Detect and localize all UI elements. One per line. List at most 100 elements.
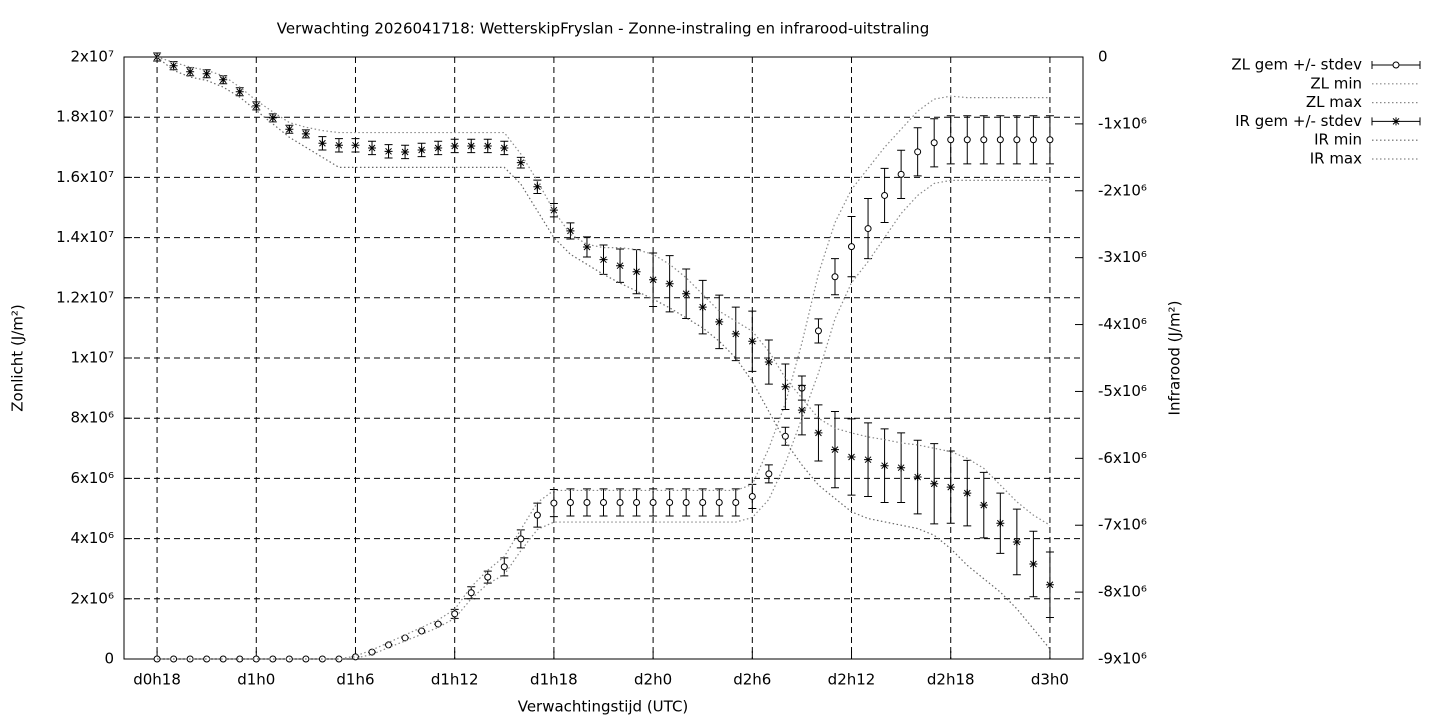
marker — [1045, 580, 1054, 589]
marker — [848, 243, 856, 251]
marker — [764, 358, 773, 367]
marker — [252, 101, 261, 110]
legend-label: ZL max — [1306, 93, 1362, 111]
legend-label: ZL min — [1310, 74, 1362, 92]
marker — [649, 275, 658, 284]
marker — [666, 498, 674, 506]
marker — [830, 445, 839, 454]
x-tick-label: d2h6 — [733, 671, 771, 689]
x-tick-label: d1h12 — [431, 671, 479, 689]
marker — [715, 498, 723, 506]
marker — [599, 255, 608, 264]
marker — [715, 317, 724, 326]
marker — [864, 455, 873, 464]
marker — [583, 498, 591, 506]
marker — [285, 125, 294, 134]
legend-label: IR gem +/- stdev — [1235, 112, 1362, 130]
marker — [219, 75, 228, 84]
y2-axis-label: Infrarood (J/m²) — [1166, 301, 1184, 416]
range-line — [156, 56, 1051, 526]
marker — [980, 136, 988, 144]
x-tick-label: d1h0 — [237, 671, 275, 689]
marker — [781, 382, 790, 391]
marker — [483, 141, 492, 150]
marker — [632, 267, 641, 276]
x-tick-label: d1h6 — [336, 671, 374, 689]
marker — [897, 170, 905, 178]
marker — [797, 406, 806, 415]
marker — [269, 655, 277, 663]
marker — [467, 141, 476, 150]
marker — [566, 226, 575, 235]
y-axis-label: Zonlicht (J/m²) — [9, 304, 27, 412]
y2-tick-label: -7x10⁶ — [1098, 516, 1147, 534]
y-tick-label: 1.2x10⁷ — [56, 288, 114, 306]
chart-title: Verwachting 2026041718: WetterskipFrysla… — [277, 20, 929, 38]
marker — [633, 498, 641, 506]
marker — [434, 143, 443, 152]
marker — [450, 141, 459, 150]
marker — [831, 273, 839, 281]
y2-tick-label: 0 — [1098, 48, 1108, 66]
marker — [516, 158, 525, 167]
marker — [186, 67, 195, 76]
marker — [301, 129, 310, 138]
marker — [847, 452, 856, 461]
marker — [881, 191, 889, 199]
y2-tick-label: -5x10⁶ — [1098, 382, 1147, 400]
marker — [384, 147, 393, 156]
y2-tick-label: -1x10⁶ — [1098, 114, 1147, 132]
marker — [814, 428, 823, 437]
marker — [533, 511, 541, 519]
y-tick-label: 1.6x10⁷ — [56, 168, 114, 186]
y2-tick-label: -3x10⁶ — [1098, 248, 1147, 266]
marker — [401, 147, 410, 156]
plot-border — [123, 56, 1084, 660]
marker — [814, 327, 822, 335]
marker — [963, 489, 972, 498]
x-tick-label: d2h18 — [927, 671, 975, 689]
marker — [484, 573, 492, 581]
marker — [334, 141, 343, 150]
marker — [864, 225, 872, 233]
y2-tick-label: -9x10⁶ — [1098, 650, 1147, 668]
marker — [682, 289, 691, 298]
marker — [1029, 560, 1038, 569]
marker — [930, 139, 938, 147]
marker — [880, 461, 889, 470]
x-axis-label: Verwachtingstijd (UTC) — [518, 698, 689, 716]
marker — [1012, 537, 1021, 546]
y-tick-label: 1x10⁷ — [70, 349, 114, 367]
y-tick-label: 0 — [104, 650, 114, 668]
y2-tick-label: -2x10⁶ — [1098, 181, 1147, 199]
marker — [1392, 117, 1400, 126]
marker — [649, 498, 657, 506]
marker — [897, 463, 906, 472]
marker — [682, 498, 690, 506]
y-tick-label: 8x10⁶ — [70, 409, 114, 427]
marker — [417, 145, 426, 154]
y-tick-label: 1.8x10⁷ — [56, 108, 114, 126]
marker — [996, 519, 1005, 528]
x-tick-label: d2h0 — [634, 671, 672, 689]
y-tick-label: 4x10⁶ — [70, 529, 114, 547]
marker — [1392, 61, 1400, 69]
marker — [947, 136, 955, 144]
marker — [600, 498, 607, 506]
marker — [996, 136, 1004, 144]
marker — [616, 498, 624, 506]
marker — [368, 143, 377, 152]
marker — [236, 655, 244, 663]
marker — [500, 563, 508, 571]
y-tick-label: 2x10⁷ — [70, 48, 114, 66]
marker — [699, 498, 707, 506]
marker — [963, 136, 971, 144]
marker — [467, 589, 475, 597]
marker — [914, 148, 922, 156]
marker — [203, 655, 211, 663]
marker — [351, 141, 360, 150]
x-tick-label: d3h0 — [1031, 671, 1069, 689]
marker — [235, 87, 244, 96]
marker — [169, 61, 178, 70]
